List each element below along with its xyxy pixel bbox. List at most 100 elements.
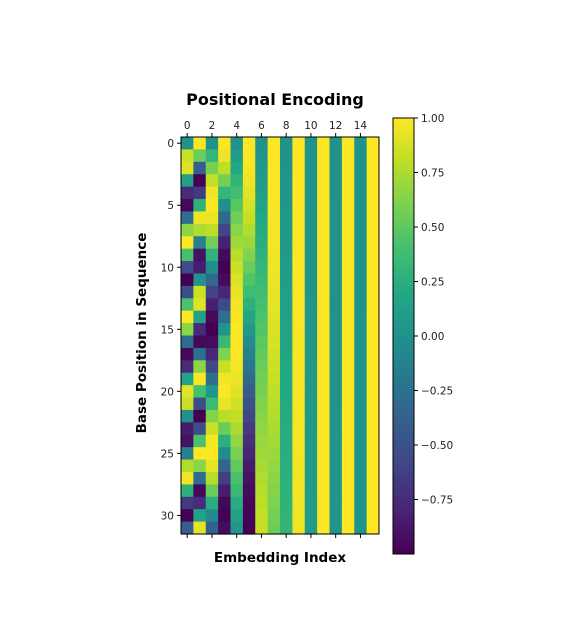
heatmap-cell [255, 174, 269, 188]
heatmap-cell [218, 434, 232, 448]
heatmap-cell [255, 347, 269, 361]
heatmap-cell [329, 285, 343, 299]
heatmap-cell [341, 298, 355, 312]
heatmap-cell [242, 149, 256, 163]
heatmap-cell [255, 484, 269, 498]
heatmap-cell [267, 347, 281, 361]
heatmap-cell [205, 372, 219, 386]
heatmap-cell [181, 422, 194, 436]
heatmap-cell [230, 509, 244, 523]
heatmap-cell [242, 236, 256, 250]
heatmap-cell [292, 347, 306, 361]
heatmap-cell [205, 484, 219, 498]
heatmap-cell [280, 360, 293, 374]
heatmap-cell [218, 422, 232, 436]
colorbar-tick-label: −0.75 [421, 495, 453, 507]
heatmap-cell [354, 397, 368, 411]
heatmap-cell [230, 273, 244, 287]
x-tick-label: 14 [354, 120, 368, 132]
heatmap-cell [280, 161, 293, 175]
heatmap-cell [304, 236, 318, 250]
heatmap-cell [329, 211, 343, 225]
colorbar-tick-label: 0.00 [421, 331, 444, 343]
heatmap-cell [267, 484, 281, 498]
heatmap-cells [181, 137, 380, 535]
heatmap-cell [218, 248, 232, 262]
heatmap-cell [354, 335, 368, 349]
heatmap-cell [329, 199, 343, 213]
heatmap-cell [341, 236, 355, 250]
heatmap-cell [181, 323, 194, 337]
heatmap-cell [230, 261, 244, 275]
heatmap-cell [218, 186, 232, 200]
heatmap-cell [255, 385, 269, 399]
heatmap-cell [366, 434, 380, 448]
heatmap-cell [366, 360, 380, 374]
heatmap-cell [255, 186, 269, 200]
heatmap-cell [181, 447, 194, 461]
heatmap-cell [341, 509, 355, 523]
heatmap-cell [181, 223, 194, 237]
heatmap-cell [218, 137, 232, 151]
heatmap-cell [205, 248, 219, 262]
heatmap-cell [366, 484, 380, 498]
heatmap-cell [230, 323, 244, 337]
heatmap-cell [317, 223, 331, 237]
heatmap-cell [181, 186, 194, 200]
heatmap-cell [304, 360, 318, 374]
heatmap-cell [230, 161, 244, 175]
heatmap-cell [329, 186, 343, 200]
heatmap-cell [329, 471, 343, 485]
heatmap-cell [267, 496, 281, 510]
heatmap-cell [255, 323, 269, 337]
heatmap-cell [255, 509, 269, 523]
heatmap-cell [292, 422, 306, 436]
heatmap-cell [280, 285, 293, 299]
heatmap-cell [341, 372, 355, 386]
heatmap-cell [242, 372, 256, 386]
heatmap-cell [181, 360, 194, 374]
heatmap-cell [230, 521, 244, 535]
heatmap-cell [341, 211, 355, 225]
heatmap-cell [255, 161, 269, 175]
heatmap-cell [218, 273, 232, 287]
heatmap-cell [304, 223, 318, 237]
heatmap-cell [329, 434, 343, 448]
heatmap-cell [242, 335, 256, 349]
heatmap-cell [230, 137, 244, 151]
heatmap-cell [255, 496, 269, 510]
heatmap-cell [366, 409, 380, 423]
heatmap-cell [242, 422, 256, 436]
heatmap-cell [181, 409, 194, 423]
heatmap-cell [292, 397, 306, 411]
heatmap-cell [317, 385, 331, 399]
heatmap-cell [267, 298, 281, 312]
heatmap-cell [255, 298, 269, 312]
heatmap-cell [230, 422, 244, 436]
heatmap-cell [280, 347, 293, 361]
heatmap-cell [317, 236, 331, 250]
heatmap-cell [354, 484, 368, 498]
heatmap-cell [292, 521, 306, 535]
heatmap-cell [255, 236, 269, 250]
heatmap-cell [255, 447, 269, 461]
heatmap-cell [341, 137, 355, 151]
heatmap-cell [292, 459, 306, 473]
heatmap-cell [205, 385, 219, 399]
heatmap-cell [218, 285, 232, 299]
heatmap-cell [230, 223, 244, 237]
heatmap-cell [181, 137, 194, 151]
heatmap-cell [218, 161, 232, 175]
heatmap-cell [230, 496, 244, 510]
heatmap-cell [329, 298, 343, 312]
heatmap-cell [329, 496, 343, 510]
heatmap-cell [354, 434, 368, 448]
heatmap-cell [366, 323, 380, 337]
heatmap-cell [193, 223, 207, 237]
heatmap-cell [317, 273, 331, 287]
heatmap-cell [218, 298, 232, 312]
heatmap-cell [304, 509, 318, 523]
heatmap-cell [267, 447, 281, 461]
heatmap-cell [304, 459, 318, 473]
heatmap-cell [230, 372, 244, 386]
